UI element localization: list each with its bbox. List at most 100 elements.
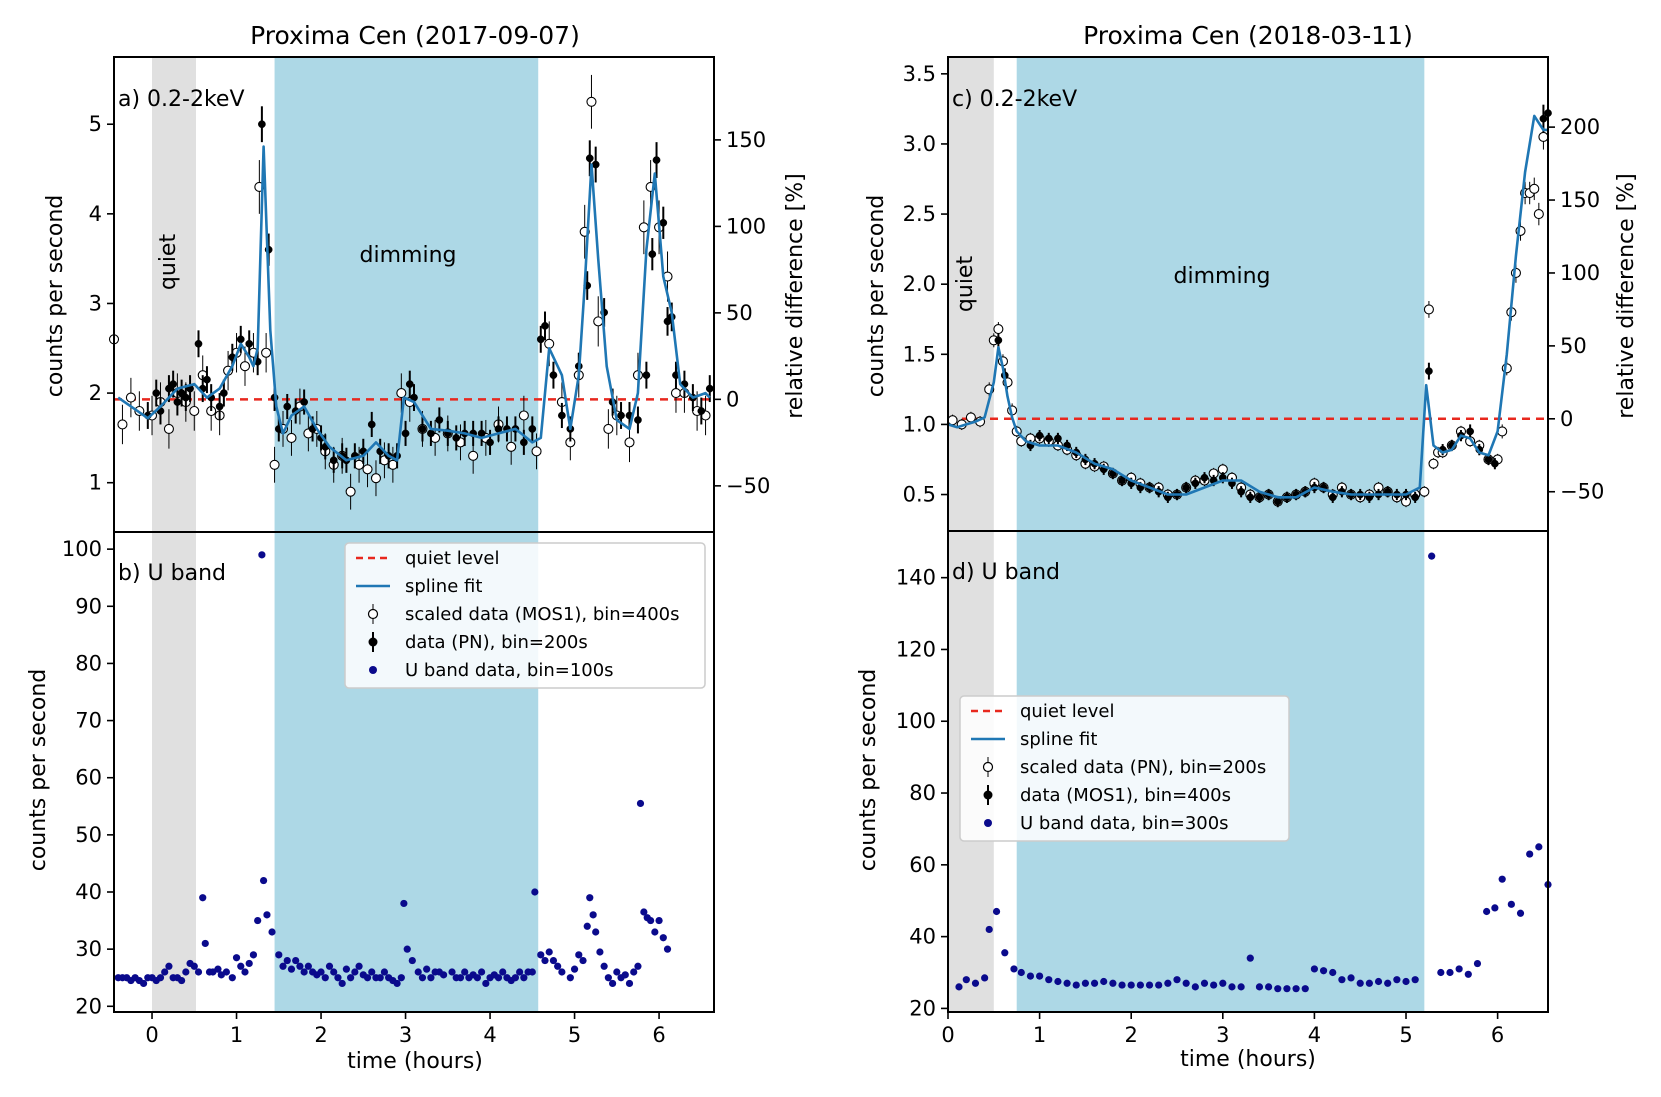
u-band-point [1145,981,1154,989]
u-band-point [1063,979,1071,987]
legend-b-spline-text: spline fit [405,576,482,597]
u-band-point [1026,972,1035,980]
mos1-point [1466,427,1474,436]
legend-d-pn-text: scaled data (PN), bin=200s [1020,757,1266,778]
u-band-point [589,911,597,919]
y-tick-label: 140 [896,566,936,590]
x-tick-label: 3 [399,1023,412,1047]
u-band-point [245,959,253,968]
x-tick-label: 6 [1491,1023,1504,1047]
u-band-point [300,968,308,976]
u-band-point [139,979,148,988]
y-tick-label-right: 0 [726,387,739,411]
mos1-point [1200,473,1209,482]
u-band-point [292,956,300,965]
u-band-point [1118,981,1126,989]
u-band-point [1356,979,1364,987]
u-band-point [1347,974,1355,982]
u-band-point [621,971,629,979]
u-band-point [1237,983,1245,991]
mos1-point [586,96,597,107]
u-band-point [1090,979,1099,987]
pn-point [1529,183,1540,194]
legend-b-box [344,542,706,689]
u-band-point [259,876,268,885]
u-band-point [478,968,486,976]
mos1-point [1425,367,1433,375]
u-band-point [499,968,507,976]
pn-point [405,380,414,388]
u-band-point [1219,979,1227,987]
u-band-point [347,974,355,982]
mos1-point [1411,493,1420,502]
u-band-point [520,974,528,982]
y-tick-label: 100 [62,537,102,561]
legend-d-pn-swatch [982,761,994,773]
pn-point [181,393,190,402]
u-band-point [448,968,456,976]
u-band-point [1338,976,1346,984]
y-tick-label: 90 [75,594,102,618]
y-axis-label-right-c: relative difference [%] [1614,173,1639,418]
u-band-point [199,894,207,902]
pn-point [194,339,203,348]
u-band-point [516,968,524,976]
u-band-point [1516,909,1525,917]
panel-d-frame [947,530,1549,1013]
mos1-point [387,459,398,470]
y-tick-label: 20 [909,996,936,1020]
u-band-point [403,945,411,953]
panel-d-label: d) U band [952,560,1060,585]
u-band-point [1036,972,1044,980]
dimming-region-label: dimming [360,243,457,268]
pn-point [520,438,528,447]
x-tick-label: 1 [1033,1023,1046,1047]
spline-fit-line [117,145,711,462]
u-band-point [1017,968,1025,977]
u-band-point [1164,979,1172,987]
u-band-point [408,956,416,965]
y-tick-label: 1 [89,471,102,495]
u-band-point [1010,965,1018,973]
x-tick-label: 0 [941,1023,954,1047]
u-band-point [541,956,549,965]
legend-d-mos1-swatch [983,790,993,800]
u-band-point [1173,976,1181,984]
u-band-point [1384,979,1392,987]
legend-b-quiet-text: quiet level [405,548,500,569]
mos1-point [117,419,128,430]
mos1-point [1035,431,1044,440]
pn-point [435,416,444,424]
mos1-point [286,432,297,443]
u-band-point [1054,977,1062,986]
pn-point [697,407,706,415]
x-tick-label: 2 [314,1023,327,1047]
u-band-point [330,968,338,976]
u-band-point [647,916,655,925]
u-band-point [351,968,359,976]
pn-point [541,322,549,330]
y-tick-label: 40 [909,925,936,949]
u-band-point [427,974,435,982]
pn-point [591,160,600,169]
mos1-point [1118,476,1126,485]
u-band-point [1081,979,1090,987]
mos1-point [603,423,614,434]
u-band-point [985,925,993,934]
legend-d-uband-text: U band data, bin=300s [1020,813,1229,834]
pn-point [1538,131,1549,142]
u-band-point [338,979,346,988]
u-band-point [1109,979,1117,987]
u-band-point [482,979,490,988]
x-tick-label: 0 [145,1023,158,1047]
pn-point [283,402,292,411]
u-band-point [651,928,659,936]
u-band-point [663,945,672,953]
u-band-point [566,974,574,982]
y-tick-label: 5 [89,112,102,136]
chart-title-right: Proxima Cen (2018-03-11) [1083,21,1413,50]
u-band-point [1127,981,1135,989]
u-band-point [955,983,963,991]
u-band-point [1526,850,1534,858]
pn-point [152,389,161,397]
